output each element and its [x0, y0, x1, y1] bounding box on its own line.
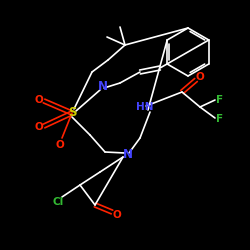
Text: O: O	[112, 210, 122, 220]
Text: O: O	[56, 140, 64, 150]
Text: F: F	[216, 114, 224, 124]
Text: O: O	[34, 95, 43, 105]
Text: O: O	[34, 122, 43, 132]
Text: HN: HN	[136, 102, 154, 112]
Text: Cl: Cl	[52, 197, 64, 207]
Text: S: S	[68, 106, 76, 120]
Text: O: O	[196, 72, 204, 82]
Text: N: N	[98, 80, 108, 94]
Text: F: F	[216, 95, 224, 105]
Text: N: N	[123, 148, 133, 162]
